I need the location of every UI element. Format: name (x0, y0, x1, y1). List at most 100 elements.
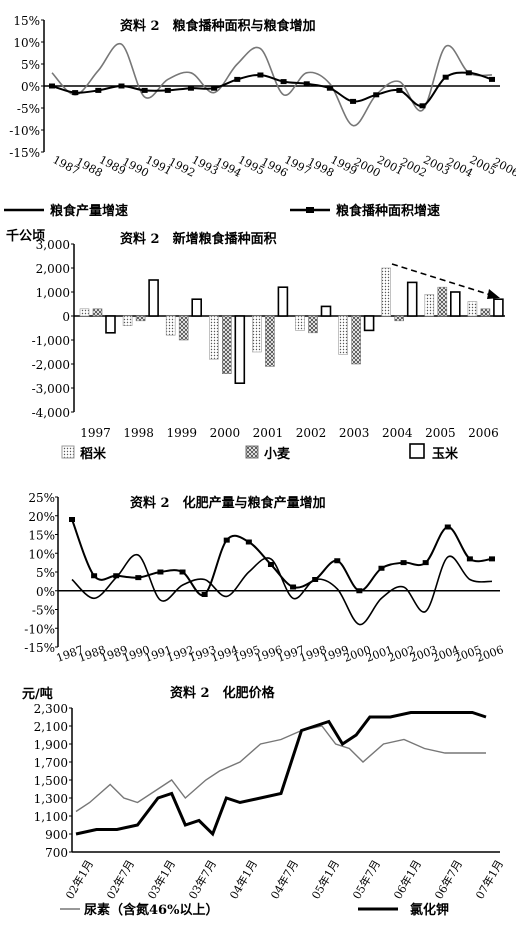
chart2-legend-swatch-wheat (245, 445, 259, 459)
chart3-marker (157, 569, 164, 575)
chart1-y-tick: -15% (9, 146, 40, 160)
chart1-y-tick: 0% (21, 80, 40, 94)
chart4-ylabel: 元/吨 (22, 686, 53, 702)
chart2-bar (265, 315, 275, 367)
chart1-marker (49, 83, 55, 89)
chart1-y-tick: -10% (9, 124, 40, 138)
chart4-y-tick: 700 (45, 846, 68, 860)
chart2-y-tick: 0 (62, 310, 70, 324)
chart2-y-tick: -3,000 (32, 382, 70, 396)
chart2-legend-rice: 稻米 (80, 446, 107, 462)
chart1-marker (396, 87, 403, 93)
chart1-marker (465, 70, 472, 76)
chart2-bar (295, 315, 305, 331)
chart4-y-tick: 1,900 (34, 738, 68, 752)
chart3-marker (91, 573, 98, 579)
chart3-marker (113, 573, 120, 579)
chart1-y-tick: -5% (17, 102, 40, 116)
chart1-marker (118, 83, 125, 89)
chart3-marker (356, 588, 363, 594)
chart1-marker (257, 72, 264, 78)
chart1-marker (280, 79, 287, 85)
chart3-title: 资料 2 化肥产量与粮食产量增加 (130, 495, 326, 511)
chart3-y-tick: 25% (28, 491, 55, 505)
chart3-marker (201, 592, 208, 597)
chart4-y-tick: 1,500 (34, 774, 68, 788)
chart4-y-tick: 900 (45, 828, 68, 842)
chart2-x-tick: 2003 (339, 426, 370, 440)
chart4-x-tick: 06年1月 (390, 857, 424, 901)
chart4-series-urea (75, 725, 486, 813)
chart1-y-tick: 5% (21, 58, 40, 72)
chart4-x-tick: 04年1月 (226, 857, 260, 901)
chart1-marker (234, 76, 241, 82)
chart2-legend-corn: 玉米 (432, 446, 459, 462)
chart1-marker (489, 76, 495, 82)
chart4-y-tick: 2,300 (34, 702, 68, 716)
chart2-legend-swatch-rice (61, 445, 75, 459)
chart2-bar (338, 315, 348, 355)
chart4-x-tick: 03年1月 (144, 857, 178, 901)
chart2-bar (406, 281, 418, 317)
chart1-marker (211, 85, 218, 91)
chart2-bar (122, 315, 133, 326)
chart4-legend-urea: 尿素（含氮46%以上） (84, 902, 218, 918)
chart3-marker (69, 517, 75, 522)
chart2-x-tick: 2005 (425, 426, 456, 440)
chart2-bar (135, 315, 146, 322)
chart1-marker (95, 87, 102, 93)
chart2-y-tick: 1,000 (36, 286, 70, 300)
chart2-bar (467, 301, 478, 317)
chart1-marker (303, 81, 310, 87)
chart1-marker (350, 98, 357, 104)
chart1-marker (187, 85, 194, 91)
chart2-x-tick: 2004 (382, 426, 413, 440)
chart2-trend-arrowhead (487, 289, 500, 299)
chart1-y-tick: 15% (13, 14, 40, 28)
chart1-x-tick: 2006 (491, 155, 516, 180)
chart3-y-tick: 5% (36, 566, 55, 580)
chart3-marker (135, 575, 142, 581)
chart2-bar (178, 315, 189, 341)
chart2-x-tick: 1997 (80, 426, 111, 440)
chart3-marker (245, 539, 252, 545)
chart1-series-sown-area (51, 71, 493, 107)
chart1-legend-marker-area (306, 207, 314, 213)
chart2-bar (351, 315, 361, 365)
chart4-x-tick: 06年7月 (431, 857, 465, 901)
chart3-series-fertilizer (71, 519, 493, 597)
chart4-x-tick: 05年7月 (349, 857, 383, 901)
chart2-title: 资料 2 新增粮食播种面积 (120, 231, 277, 247)
chart2-bar (381, 267, 392, 317)
chart2-x-tick: 2002 (296, 426, 327, 440)
chart4-x-tick: 05年1月 (308, 857, 342, 901)
chart1-title: 资料 2 粮食播种面积与粮食增加 (120, 18, 316, 34)
chart3-y-tick: -10% (24, 622, 55, 636)
chart2-bar (437, 286, 448, 317)
chart1-legend-area: 粮食播种面积增速 (336, 203, 440, 219)
chart2-y-tick: -2,000 (32, 358, 70, 372)
chart2-bar (480, 308, 491, 317)
chart1-marker (164, 87, 171, 93)
chart3-y-tick: 10% (28, 547, 55, 561)
chart1-legend-output: 粮食产量增速 (50, 203, 128, 219)
chart4-legend-potash: 氯化钾 (410, 902, 449, 918)
chart2-ylabel: 千公顷 (6, 228, 45, 244)
chart2-y-tick: -1,000 (32, 334, 70, 348)
chart3-y-tick: 15% (28, 529, 55, 543)
chart1-marker (72, 90, 79, 96)
chart2-bar (191, 298, 202, 317)
chart2-x-tick: 1998 (123, 426, 154, 440)
chart2-y-tick: 3,000 (36, 238, 70, 252)
chart4-x-tick: 07年1月 (472, 857, 506, 901)
chart4-x-tick: 03年7月 (185, 857, 219, 901)
chart2-trend-arrow (391, 263, 495, 297)
chart2-bar (252, 315, 262, 353)
chart3-marker (444, 524, 451, 530)
chart4-x-tick: 02年1月 (62, 857, 96, 901)
chart3-marker (422, 560, 429, 566)
chart2-bar (320, 305, 332, 317)
chart2-bar (424, 294, 435, 317)
chart4-y-tick: 1,100 (34, 810, 68, 824)
